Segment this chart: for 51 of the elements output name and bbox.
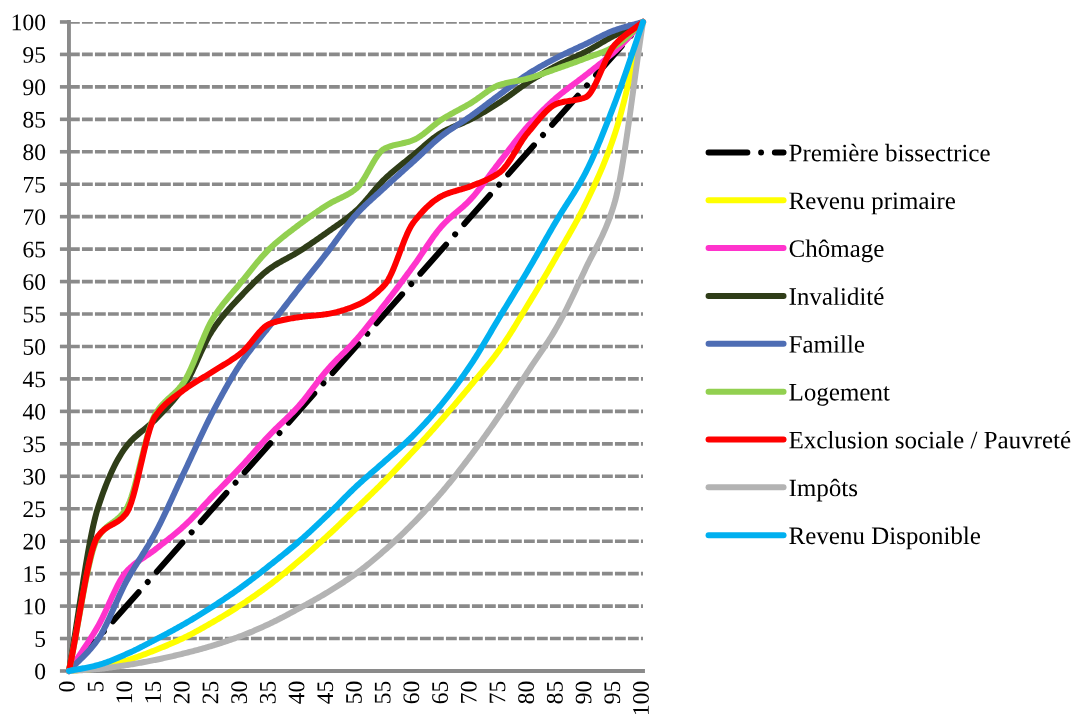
x-tick-label: 80 bbox=[518, 681, 535, 704]
x-tick-label: 5 bbox=[87, 681, 104, 692]
legend-label: Famille bbox=[789, 335, 865, 353]
x-tick-label: 60 bbox=[403, 681, 420, 704]
x-tick-label: 30 bbox=[231, 681, 248, 704]
x-tick-label: 50 bbox=[345, 681, 362, 703]
y-tick-label: 65 bbox=[23, 241, 46, 258]
y-tick-label: 5 bbox=[35, 631, 46, 647]
y-tick-label: 30 bbox=[23, 468, 46, 485]
x-tick-label: 40 bbox=[288, 681, 305, 704]
legend-label: Revenu primaire bbox=[789, 192, 955, 215]
x-tick-label: 85 bbox=[546, 681, 563, 704]
x-tick-label: 95 bbox=[604, 681, 621, 704]
x-tick-label: 20 bbox=[173, 681, 190, 704]
x-tick-label: 15 bbox=[145, 681, 161, 703]
legend-label: Revenu Disponible bbox=[789, 526, 981, 550]
y-tick-label: 90 bbox=[23, 79, 46, 96]
y-tick-label: 55 bbox=[23, 306, 46, 323]
y-tick-label: 60 bbox=[23, 274, 46, 290]
y-tick-label: 80 bbox=[23, 144, 46, 161]
y-tick-label: 0 bbox=[35, 663, 46, 680]
x-tick-label: 35 bbox=[259, 681, 276, 704]
legend-label: Première bissectrice bbox=[789, 143, 990, 162]
y-tick-label: 35 bbox=[23, 436, 46, 453]
x-tick-label: 25 bbox=[202, 681, 219, 704]
x-tick-label: 55 bbox=[374, 681, 391, 703]
x-tick-label: 90 bbox=[575, 681, 592, 704]
legend-label: Logement bbox=[789, 384, 890, 406]
y-tick-label: 100 bbox=[12, 14, 46, 31]
legend-label: Exclusion sociale / Pauvreté bbox=[789, 430, 1071, 449]
y-tick-label: 75 bbox=[23, 176, 46, 193]
legend-label: Impôts bbox=[789, 478, 858, 502]
legend-label: Chômage bbox=[789, 239, 884, 263]
x-tick-label: 100 bbox=[632, 681, 649, 715]
y-tick-label: 70 bbox=[23, 209, 46, 226]
y-tick-label: 10 bbox=[24, 598, 46, 615]
y-tick-label: 20 bbox=[23, 533, 46, 550]
x-tick-label: 70 bbox=[460, 681, 477, 703]
x-tick-label: 45 bbox=[317, 681, 334, 704]
x-tick-label: 65 bbox=[432, 681, 448, 704]
y-tick-label: 95 bbox=[23, 46, 46, 63]
y-tick-label: 25 bbox=[23, 501, 46, 518]
legend-label: Invalidité bbox=[789, 287, 884, 305]
y-tick-label: 50 bbox=[23, 338, 46, 355]
y-tick-label: 85 bbox=[23, 111, 46, 128]
x-tick-label: 75 bbox=[489, 681, 506, 703]
y-tick-label: 15 bbox=[24, 566, 46, 583]
y-tick-label: 45 bbox=[22, 371, 46, 388]
x-tick-label: 10 bbox=[116, 681, 133, 703]
x-tick-label: 0 bbox=[58, 681, 75, 692]
y-tick-label: 40 bbox=[22, 403, 46, 420]
